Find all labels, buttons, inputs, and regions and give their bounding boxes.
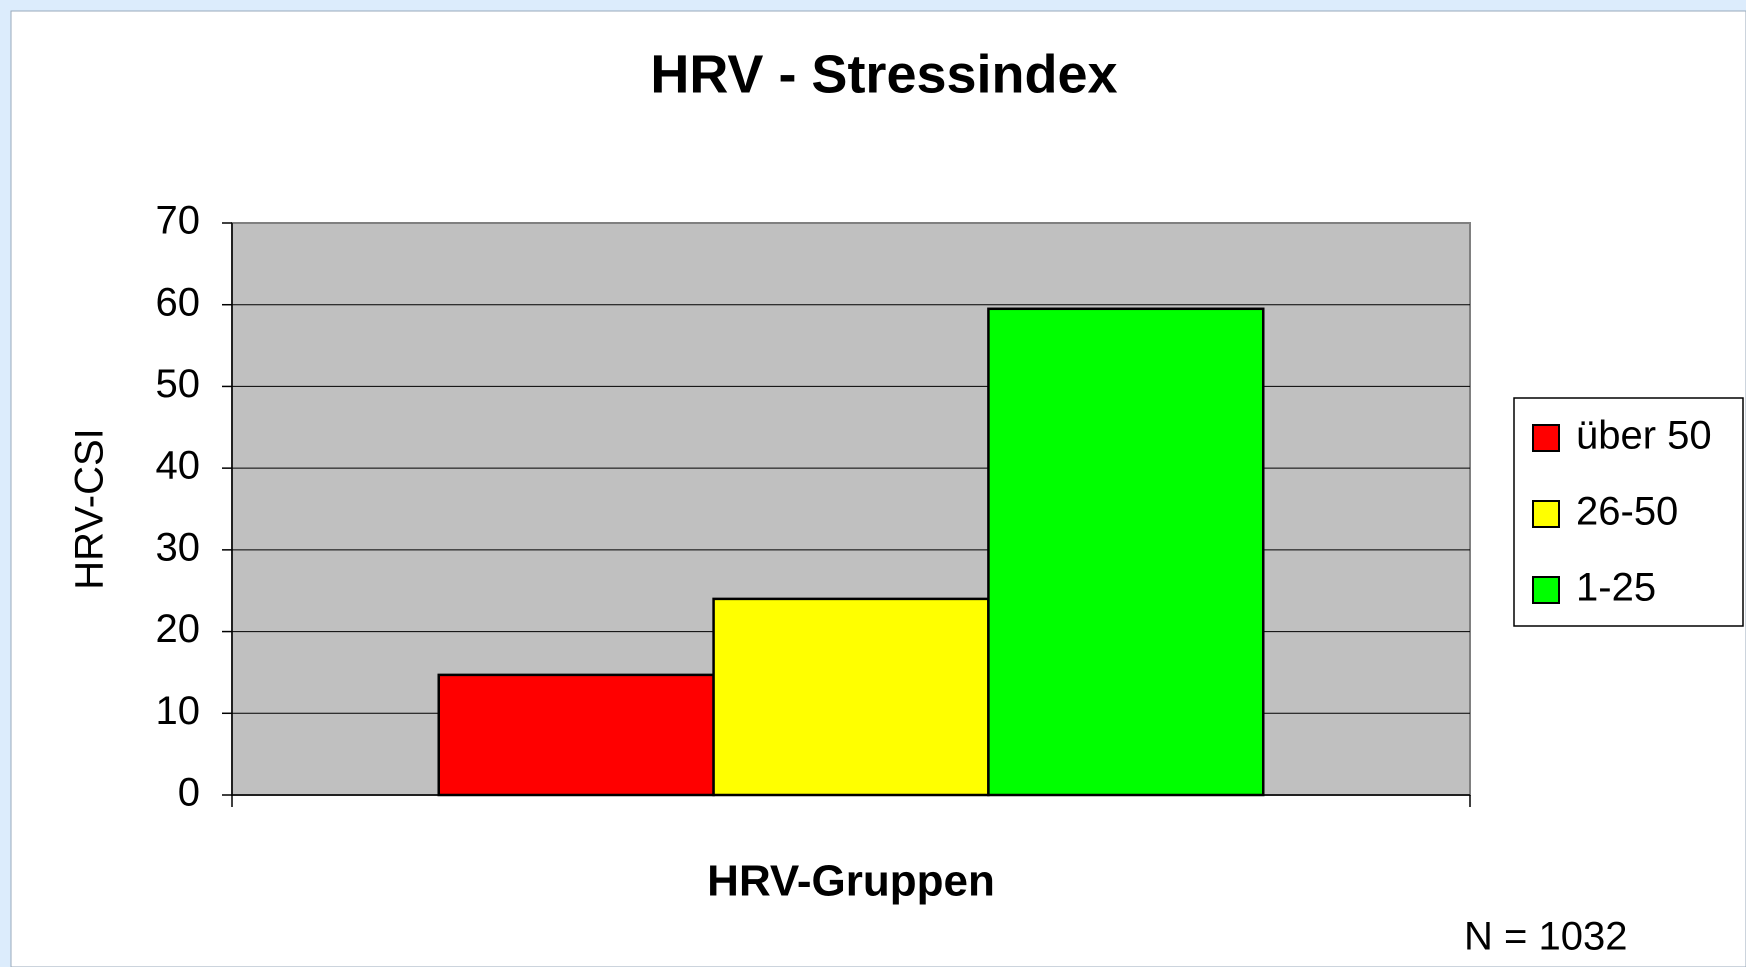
y-axis-label: HRV-CSI [68,428,112,590]
x-axis-label: HRV-Gruppen [707,857,995,906]
chart-title: HRV - Stressindex [650,44,1117,104]
y-tick-label: 20 [156,607,201,651]
bar [437,673,715,797]
legend-label: 26-50 [1576,490,1678,534]
legend-swatch [1532,424,1560,452]
bar [712,597,990,797]
y-tick-label: 10 [156,689,201,733]
y-tick-label: 50 [156,362,201,406]
y-tick-label: 60 [156,280,201,324]
legend-swatch [1532,576,1560,604]
bar [987,307,1265,797]
y-tick-label: 30 [156,525,201,569]
legend-swatch [1532,500,1560,528]
y-tick-label: 70 [156,199,201,243]
y-tick-label: 0 [178,771,200,815]
y-tick-label: 40 [156,444,201,488]
legend-label: über 50 [1576,414,1712,458]
annotation: N = 1032 [1464,915,1627,959]
legend-label: 1-25 [1576,566,1656,610]
